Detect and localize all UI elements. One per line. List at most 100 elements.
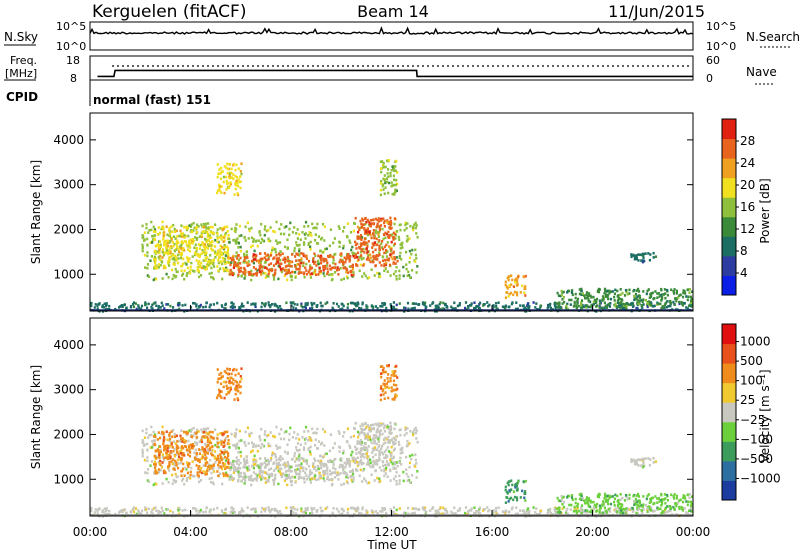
power-echo-cell <box>652 297 655 301</box>
power-echo-cell <box>276 241 279 244</box>
vel-echo-cell <box>387 463 390 467</box>
vel-echo-cell <box>232 477 236 480</box>
power-echo-cell <box>366 305 369 309</box>
power-echo-cell <box>354 255 357 258</box>
vel-echo-cell <box>243 457 246 461</box>
vel-echo-cell <box>228 389 231 393</box>
vel-echo-cell <box>277 511 280 515</box>
vel-echo-cell <box>295 472 298 476</box>
vel-echo-cell <box>505 496 508 499</box>
power-echo-cell <box>234 262 237 265</box>
vel-echo-cell <box>189 477 192 480</box>
vel-echo-cell <box>667 510 670 513</box>
power-echo-cell <box>224 254 227 257</box>
power-echo-cell <box>504 280 507 284</box>
vel-echo-cell <box>271 453 274 457</box>
power-echo-cell <box>453 301 456 305</box>
power-echo-cell <box>368 276 371 279</box>
power-echo-cell <box>242 305 245 308</box>
power-echo-cell <box>168 234 171 238</box>
power-echo-cell <box>634 292 638 296</box>
power-echo-cell <box>287 258 290 261</box>
power-echo-cell <box>298 268 301 271</box>
power-echo-cell <box>507 278 510 282</box>
power-echo-cell <box>454 307 457 310</box>
power-echo-cell <box>236 264 239 267</box>
power-echo-cell <box>177 304 180 307</box>
power-echo-cell <box>375 243 379 247</box>
power-echo-cell <box>204 268 207 271</box>
vel-echo-cell <box>382 460 385 464</box>
power-echo-cell <box>592 295 595 299</box>
power-echo-cell <box>175 243 179 246</box>
vel-echo-cell <box>198 470 202 474</box>
power-echo-cell <box>473 306 476 310</box>
vel-echo-cell <box>394 467 397 470</box>
vel-echo-cell <box>477 511 481 515</box>
n-search-tick-bottom: 10^0 <box>706 40 736 53</box>
power-echo-cell <box>345 270 348 274</box>
power-echo-cell <box>216 189 220 192</box>
power-echo-cell <box>161 250 164 254</box>
power-echo-cell <box>508 305 511 308</box>
vel-echo-cell <box>225 471 228 475</box>
power-echo-cell <box>275 257 278 260</box>
power-echo-cell <box>360 222 363 226</box>
power-echo-cell <box>222 175 225 179</box>
power-echo-cell <box>204 230 207 233</box>
vel-echo-cell <box>235 432 238 436</box>
power-echo-cell <box>315 273 318 277</box>
power-echo-cell <box>275 220 278 224</box>
power-echo-cell <box>636 298 639 301</box>
power-echo-cell <box>570 298 573 302</box>
vel-echo-cell <box>312 462 315 465</box>
power-echo-cell <box>331 306 334 310</box>
power-echo-cell <box>286 259 289 263</box>
vel-echo-cell <box>185 479 188 483</box>
vel-echo-cell <box>166 457 169 461</box>
vel-echo-cell <box>288 438 291 442</box>
vel-echo-cell <box>416 440 419 444</box>
vel-echo-cell <box>358 474 361 478</box>
power-echo-cell <box>368 258 371 262</box>
power-echo-cell <box>156 243 159 246</box>
vel-echo-cell <box>188 447 191 451</box>
power-echo-cell <box>366 232 369 235</box>
power-echo-cell <box>259 252 262 255</box>
power-echo-cell <box>346 222 349 225</box>
vel-echo-cell <box>119 510 122 513</box>
vel-echo-cell <box>300 463 303 467</box>
power-echo-cell <box>285 301 288 305</box>
vel-echo-cell <box>157 460 160 464</box>
power-echo-cell <box>216 237 219 240</box>
power-echo-cell <box>290 260 294 264</box>
power-echo-cell <box>187 234 190 238</box>
power-echo-cell <box>348 239 351 242</box>
power-echo-cell <box>569 303 572 306</box>
power-echo-cell <box>382 161 385 165</box>
vel-echo-cell <box>325 452 328 456</box>
vel-echo-cell <box>375 442 378 446</box>
power-echo-cell <box>294 276 297 279</box>
vel-echo-cell <box>504 501 507 504</box>
vel-echo-cell <box>166 508 170 511</box>
vel-echo-cell <box>187 453 190 456</box>
vel-echo-cell <box>141 439 144 442</box>
vel-echo-cell <box>181 467 185 471</box>
power-echo-cell <box>245 261 248 264</box>
vel-echo-cell <box>152 439 155 443</box>
power-echo-cell <box>234 187 237 191</box>
power-echo-cell <box>167 260 170 264</box>
vel-echo-cell <box>413 511 416 515</box>
vel-echo-cell <box>234 460 237 463</box>
power-echo-cell <box>201 230 204 233</box>
power-echo-cell <box>408 237 411 240</box>
power-echo-cell <box>291 253 294 256</box>
power-echo-cell <box>208 272 211 275</box>
vel-echo-cell <box>137 510 140 514</box>
power-echo-cell <box>398 238 401 241</box>
power-echo-cell <box>389 227 392 230</box>
vel-echo-cell <box>348 460 351 463</box>
vel-echo-cell <box>381 510 384 513</box>
vel-echo-cell <box>160 465 164 469</box>
